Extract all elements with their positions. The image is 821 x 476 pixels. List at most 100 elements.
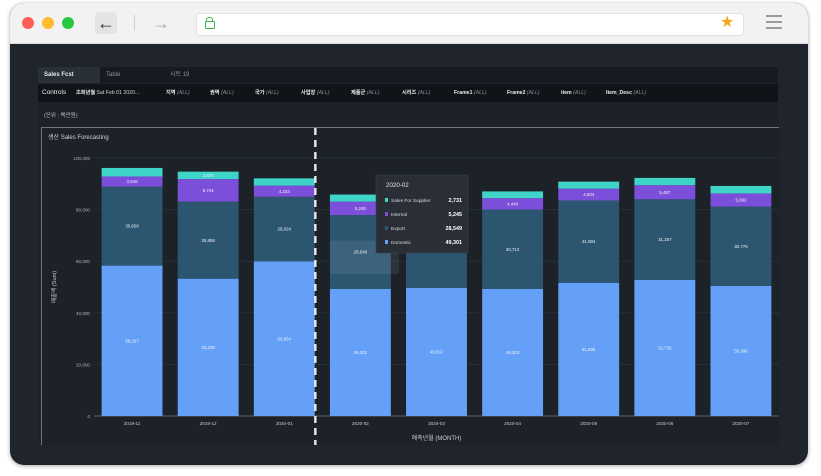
bar-segment [558, 200, 620, 283]
bar-segment [329, 288, 391, 416]
x-axis-title: 예측년월 (MONTH) [412, 434, 462, 442]
filter-region[interactable]: 지역 (ALL) [166, 90, 190, 96]
tooltip-row-value: 5,245 [449, 212, 463, 218]
maximize-window-button[interactable] [62, 17, 74, 29]
data-label: 30,712 [506, 247, 520, 252]
back-arrow-icon[interactable]: ← [95, 12, 117, 34]
bar-segment [253, 185, 315, 197]
bar-segment [482, 198, 544, 210]
bar-segment [558, 282, 620, 416]
bar-segment [634, 185, 696, 200]
y-tick-label: 20,000 [76, 362, 90, 367]
tooltip-row-value: 2,731 [449, 198, 463, 204]
data-label: 51,635 [582, 347, 596, 352]
x-tick-label: 2019-12 [200, 421, 217, 426]
bar-segment [101, 186, 163, 266]
filter-site[interactable]: 사업장 (ALL) [301, 90, 330, 96]
x-tick-label: 2020-04 [504, 421, 521, 426]
bar-segment [482, 288, 544, 416]
bar-segment [558, 188, 620, 201]
filter-country[interactable]: 국가 (ALL) [255, 90, 279, 96]
filter-item-desc[interactable]: Item_Desc (ALL) [606, 90, 647, 96]
chart-title: 생산 Sales Forecasting [48, 135, 109, 141]
unit-label: (단위 : 백만원) [44, 113, 78, 119]
filter-area[interactable]: 권역 (ALL) [210, 90, 234, 96]
bar-segment [177, 278, 239, 416]
x-tick-label: 2020-01 [276, 421, 293, 426]
data-label: 52,736 [658, 346, 672, 351]
tooltip-row-value: 28,549 [446, 226, 463, 232]
x-tick-label: 2020-05 [580, 421, 597, 426]
x-tick-label: 2020-07 [733, 421, 750, 426]
data-label: 59,954 [278, 336, 292, 341]
data-label: 30,776 [734, 244, 748, 249]
bar-segment [177, 179, 239, 202]
star-icon[interactable]: ★ [720, 14, 735, 31]
bar-segment [558, 181, 620, 189]
tooltip-row-value: 49,301 [446, 240, 463, 246]
hamburger-icon[interactable] [766, 15, 782, 33]
filter-frame2[interactable]: Frame2 (ALL) [507, 90, 540, 96]
bar-segment [634, 199, 696, 280]
tooltip-swatch [385, 198, 388, 202]
tooltip-title: 2020-02 [386, 182, 409, 189]
data-label: 31,257 [658, 237, 672, 242]
tooltip-row-label: Internal [391, 212, 407, 218]
bar-segment [710, 185, 772, 194]
bar-segment [253, 196, 315, 262]
sheet-tabs: Sales Fcst Table 시트 19 [38, 67, 778, 83]
data-label: 5,487 [659, 190, 671, 195]
y-axis-title: 매출액 (Sum) [50, 271, 58, 303]
bar-segment [710, 193, 772, 207]
data-label: 4,440 [507, 201, 519, 206]
x-tick-label: 2020-06 [656, 421, 673, 426]
address-bar[interactable] [196, 13, 744, 36]
data-label: 4,333 [279, 189, 291, 194]
bar-segment [710, 206, 772, 286]
x-tick-label: 2020-03 [428, 421, 445, 426]
tab-sales-fcst[interactable]: Sales Fcst [38, 67, 100, 83]
y-tick-label: 100,000 [73, 156, 90, 161]
tab-sheet-19[interactable]: 시트 19 [170, 72, 190, 78]
filter-series[interactable]: 시리즈 (ALL) [402, 90, 431, 96]
y-tick-label: 40,000 [76, 311, 90, 316]
toolbar-divider [134, 15, 135, 31]
data-label: 4,604 [583, 192, 595, 197]
filter-item[interactable]: item (ALL) [561, 90, 586, 96]
bar-segment [482, 209, 544, 289]
tooltip-swatch [385, 240, 388, 244]
tooltip-row-label: Sales For Supplier [391, 198, 431, 204]
bar-segment [177, 201, 239, 279]
stacked-bar-chart: 0 20,000 40,000 60,000 80,000 100,000 58,297 30… [50, 128, 779, 445]
bar-segment [253, 261, 315, 416]
minimize-window-button[interactable] [42, 17, 54, 29]
tab-table[interactable]: Table [106, 72, 121, 78]
bar-segment [177, 171, 239, 180]
bar-segment [406, 287, 467, 416]
data-label: 29,858 [201, 238, 215, 243]
data-label: 31,904 [582, 239, 596, 244]
bar-segment [101, 265, 163, 416]
data-label: 49,301 [354, 350, 368, 355]
data-label: 5,245 [355, 206, 367, 211]
data-label: 8,744 [203, 188, 215, 193]
bar-segment [329, 194, 391, 202]
data-label: 49,637 [430, 350, 444, 355]
y-tick-label: 60,000 [76, 259, 90, 264]
bar-segment [253, 178, 315, 186]
filter-period[interactable]: 조회년월 Sat Feb 01 2020... [76, 90, 140, 96]
browser-toolbar: ← → ★ [10, 3, 808, 44]
chart-panel: 생산 Sales Forecasting 0 20,000 40,000 60,000… [41, 127, 779, 445]
forward-arrow-icon[interactable]: → [152, 13, 170, 33]
bar-segment [634, 177, 696, 186]
x-tick-label: 2020-02 [352, 421, 369, 426]
tooltip-box [375, 174, 469, 254]
data-label: 58,297 [125, 338, 139, 343]
filter-frame1[interactable]: Frame1 (ALL) [454, 90, 487, 96]
data-label: 53,229 [201, 345, 215, 350]
data-label: 50,396 [734, 349, 748, 354]
close-window-button[interactable] [22, 17, 34, 29]
filter-product-group[interactable]: 제품군 (ALL) [351, 90, 380, 96]
browser-window: ← → ★ Sales Fcst Table 시트 19 Controls 조회… [10, 3, 808, 465]
data-label: 30,600 [125, 224, 139, 229]
